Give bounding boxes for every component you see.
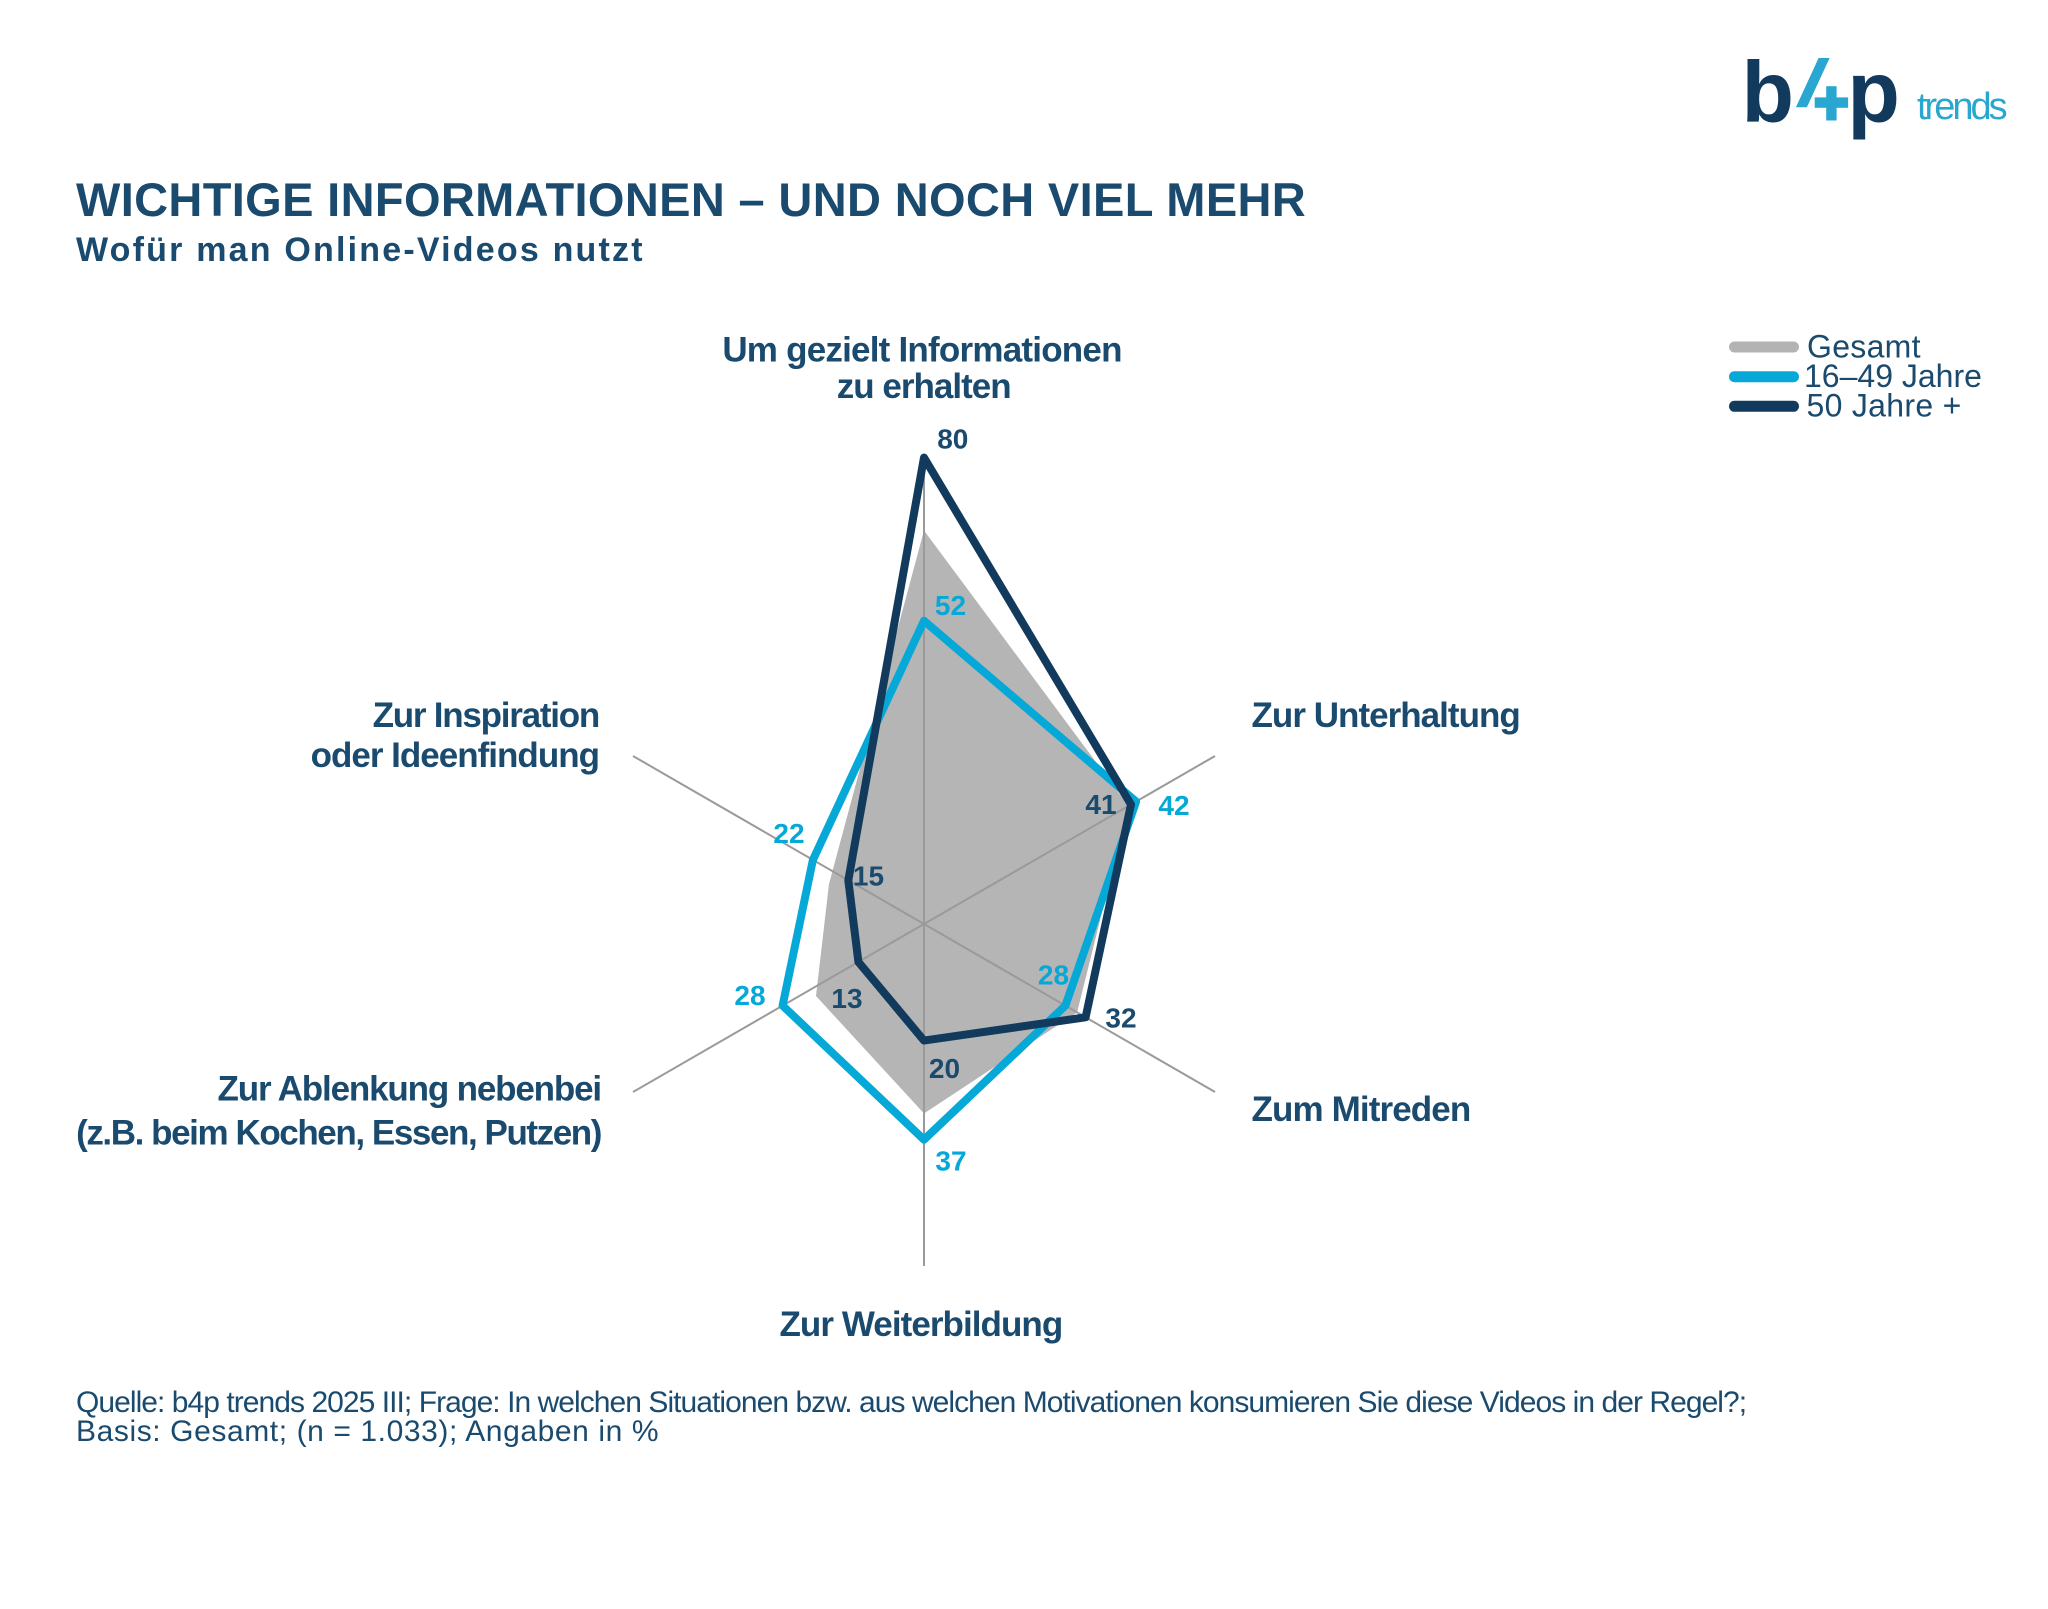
svg-text:80: 80 bbox=[937, 424, 968, 455]
svg-text:trends: trends bbox=[1917, 86, 2007, 128]
svg-text:b: b bbox=[1742, 45, 1795, 141]
svg-text:15: 15 bbox=[853, 861, 884, 892]
svg-text:13: 13 bbox=[831, 983, 862, 1014]
svg-text:16–49 Jahre: 16–49 Jahre bbox=[1804, 358, 1982, 394]
svg-text:20: 20 bbox=[929, 1053, 960, 1084]
svg-text:zu erhalten: zu erhalten bbox=[837, 367, 1011, 406]
svg-text:Basis: Gesamt; (n = 1.033); An: Basis: Gesamt; (n = 1.033); Angaben in % bbox=[76, 1415, 659, 1448]
svg-text:41: 41 bbox=[1085, 789, 1116, 820]
svg-text:Zur Weiterbildung: Zur Weiterbildung bbox=[779, 1305, 1062, 1344]
svg-text:Gesamt: Gesamt bbox=[1807, 329, 1921, 365]
svg-text:Zur Inspiration: Zur Inspiration bbox=[373, 696, 599, 735]
svg-text:42: 42 bbox=[1158, 790, 1189, 821]
svg-text:28: 28 bbox=[1038, 960, 1069, 991]
svg-text:Zur Unterhaltung: Zur Unterhaltung bbox=[1252, 696, 1520, 735]
svg-text:WICHTIGE INFORMATIONEN – UND N: WICHTIGE INFORMATIONEN – UND NOCH VIEL M… bbox=[76, 173, 1306, 226]
svg-text:Um gezielt Informationen: Um gezielt Informationen bbox=[722, 331, 1121, 370]
svg-text:50 Jahre +: 50 Jahre + bbox=[1807, 388, 1962, 424]
svg-text:Zum Mitreden: Zum Mitreden bbox=[1252, 1090, 1471, 1129]
svg-text:Wofür man Online-Videos nutzt: Wofür man Online-Videos nutzt bbox=[76, 231, 645, 269]
svg-text:52: 52 bbox=[935, 590, 966, 621]
svg-text:p: p bbox=[1847, 45, 1900, 141]
svg-text:oder Ideenfindung: oder Ideenfindung bbox=[311, 736, 599, 775]
svg-text:37: 37 bbox=[935, 1146, 966, 1177]
svg-text:Quelle: b4p trends 2025 III; F: Quelle: b4p trends 2025 III; Frage: In w… bbox=[76, 1386, 1746, 1419]
svg-text:28: 28 bbox=[734, 980, 765, 1011]
svg-text:Zur Ablenkung nebenbei: Zur Ablenkung nebenbei bbox=[218, 1070, 601, 1109]
svg-text:32: 32 bbox=[1105, 1003, 1136, 1034]
svg-text:(z.B. beim Kochen, Essen, Putz: (z.B. beim Kochen, Essen, Putzen) bbox=[76, 1113, 601, 1152]
svg-text:22: 22 bbox=[773, 818, 804, 849]
